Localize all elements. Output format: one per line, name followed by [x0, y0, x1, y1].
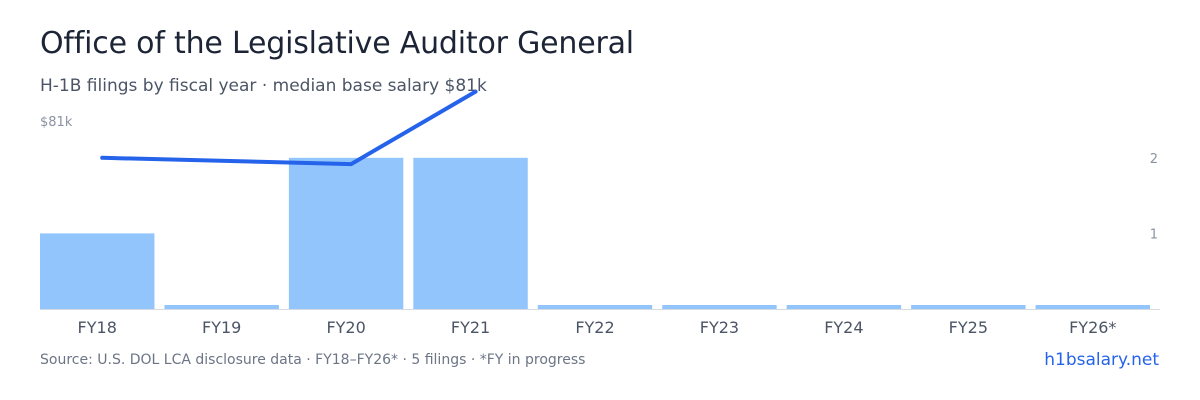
bar-fy24: [786, 305, 902, 309]
bar-fy23: [662, 305, 777, 309]
right-axis-tick-labels: 12: [1150, 152, 1158, 243]
x-tick-label: FY20: [326, 318, 365, 337]
salary-line-series: [100, 89, 478, 167]
x-tick-label: FY19: [202, 318, 241, 337]
chart-subtitle: H-1B filings by fiscal year · median bas…: [40, 76, 487, 96]
bar-fy21: [413, 157, 528, 309]
left-tick-label: $81k: [40, 115, 73, 130]
bar-fy19: [164, 305, 279, 309]
bar-fy26: [1035, 305, 1150, 309]
right-tick-label: 2: [1150, 152, 1158, 167]
bar-fy18: [40, 233, 155, 309]
x-tick-label: FY24: [824, 318, 863, 337]
x-tick-label: FY26*: [1069, 318, 1116, 337]
x-tick-label: FY23: [700, 318, 739, 337]
source-note: Source: U.S. DOL LCA disclosure data · F…: [40, 352, 586, 368]
x-tick-label: FY18: [78, 318, 117, 337]
bar-fy25: [911, 305, 1026, 309]
right-tick-label: 1: [1150, 227, 1158, 242]
left-axis-tick-labels: $81k: [40, 115, 73, 130]
bar-fy20: [288, 157, 404, 309]
chart-title: Office of the Legislative Auditor Genera…: [40, 26, 634, 61]
median-salary-line: [100, 89, 478, 167]
bar-series: [40, 157, 1150, 309]
x-tick-label: FY25: [949, 318, 988, 337]
x-axis-tick-labels: FY18 FY19 FY20 FY21 FY22 FY23 FY24 FY25 FY26*: [78, 318, 1117, 337]
x-tick-label: FY22: [575, 318, 614, 337]
site-brand-link[interactable]: h1bsalary.net: [1044, 350, 1159, 370]
x-tick-label: FY21: [451, 318, 490, 337]
bar-fy22: [537, 305, 653, 309]
